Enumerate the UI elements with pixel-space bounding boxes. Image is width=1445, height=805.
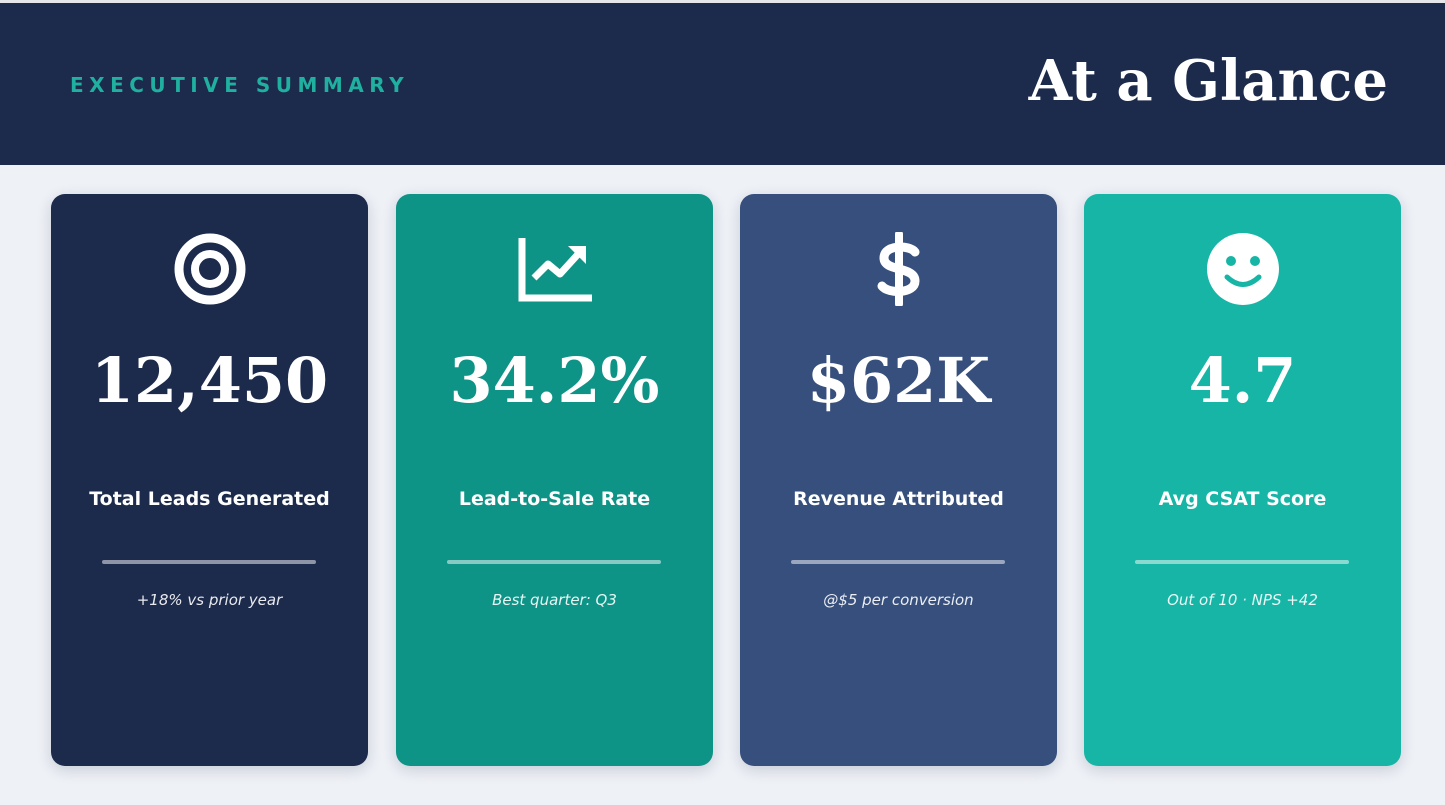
kpi-label: Total Leads Generated	[89, 488, 330, 510]
top-strip	[0, 0, 1445, 3]
title: At a Glance	[1028, 48, 1388, 114]
smile-icon	[1207, 233, 1279, 305]
kpi-value: 12,450	[90, 344, 329, 417]
divider	[1135, 560, 1349, 564]
kpi-note: @$5 per conversion	[823, 591, 974, 609]
target-icon	[174, 233, 246, 305]
kpi-label: Lead-to-Sale Rate	[458, 488, 651, 510]
dollar-icon	[877, 232, 920, 306]
divider	[447, 560, 661, 564]
kpi-label: Revenue Attributed	[793, 488, 1004, 510]
kpi-note: Out of 10 · NPS +42	[1167, 591, 1318, 609]
header: EXECUTIVE SUMMARY At a Glance	[0, 3, 1445, 165]
kpi-note: +18% vs prior year	[136, 591, 283, 609]
kpi-note: Best quarter: Q3	[492, 591, 617, 609]
kpi-value: $62K	[806, 344, 991, 417]
kpi-label: Avg CSAT Score	[1158, 488, 1327, 510]
divider	[791, 560, 1005, 564]
kicker: EXECUTIVE SUMMARY	[70, 73, 410, 97]
chart-icon	[518, 238, 592, 302]
divider	[102, 560, 316, 564]
kpi-card: $62K Revenue Attributed @$5 per conversi…	[740, 194, 1057, 766]
kpi-card: 4.7 Avg CSAT Score Out of 10 · NPS +42	[1084, 194, 1401, 766]
kpi-card: 34.2% Lead-to-Sale Rate Best quarter: Q3	[396, 194, 713, 766]
kpi-card: 12,450 Total Leads Generated +18% vs pri…	[51, 194, 368, 766]
kpi-value: 34.2%	[449, 344, 660, 417]
kpi-value: 4.7	[1188, 344, 1297, 417]
